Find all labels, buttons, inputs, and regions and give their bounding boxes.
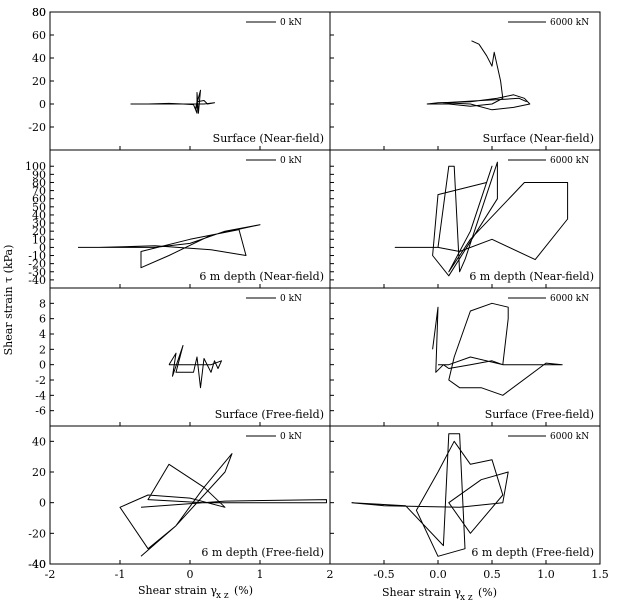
legend-label: 6000 kN	[550, 432, 589, 442]
panel-annotation: 6 m depth (Free-field)	[201, 546, 324, 559]
x-tick-label: -1	[115, 568, 126, 581]
panel-annotation: Surface (Free-field)	[485, 408, 594, 421]
panel-row4-right: -0.5 0.0 0.5 1.0 1.5 6000 kN 6 m depth (Free-f…	[329, 425, 609, 581]
legend-label: 0 kN	[280, 18, 302, 28]
y-tick-label: -40	[28, 558, 46, 571]
y-tick-label: 30	[32, 217, 46, 230]
y-tick-label: 100	[25, 160, 46, 173]
series-line	[351, 433, 509, 557]
panel-annotation: 6 m depth (Near-field)	[199, 270, 324, 283]
y-tick-label: 40	[32, 435, 46, 448]
x-tick-label: -2	[45, 568, 56, 581]
legend-label: 0 kN	[280, 432, 302, 442]
panel-frame	[329, 11, 601, 151]
y-tick-label: 70	[32, 185, 46, 198]
y-tick-label: -20	[28, 527, 46, 540]
panel-frame	[49, 425, 331, 565]
x-label-right-unit: (%)	[478, 586, 497, 599]
legend-label: 6000 kN	[550, 294, 589, 304]
panel-row3-right: 6000 kN Surface (Free-field)	[329, 287, 601, 427]
x-tick-label: -0.5	[373, 568, 394, 581]
series-line	[432, 302, 563, 396]
series-line	[119, 453, 327, 557]
y-tick-label: 60	[32, 193, 46, 206]
series-line	[130, 89, 215, 114]
y-tick-label: 20	[32, 75, 46, 88]
x-label-right-main: Shear strain γ	[382, 586, 461, 599]
x-label-left-main: Shear strain γ	[138, 584, 217, 597]
series-line	[78, 224, 261, 269]
panel-frame	[329, 149, 601, 289]
panel-frame	[49, 287, 331, 427]
y-tick-label: 0	[39, 359, 46, 372]
y-tick-label: 10	[32, 233, 46, 246]
y-tick-label: 8	[39, 297, 46, 310]
y-tick-label: 20	[32, 466, 46, 479]
y-axis-label: Shear strain τ (kPa)	[2, 245, 15, 356]
y-tick-label: 80	[32, 176, 46, 189]
x-tick-label: 1.5	[591, 568, 609, 581]
x-axis-label-right: Shear strain γ x z (%)	[382, 586, 497, 600]
panel-frame	[329, 287, 601, 427]
panel-annotation: 6 m depth (Free-field)	[471, 546, 594, 559]
x-axis-label-left: Shear strain γ x z (%)	[138, 584, 253, 600]
series-line	[168, 345, 222, 389]
legend-label: 6000 kN	[550, 156, 589, 166]
panel-row1-right: 6000 kN Surface (Near-field)	[329, 11, 601, 151]
y-tick-label: -20	[28, 121, 46, 134]
y-tick-label: 50	[32, 201, 46, 214]
y-tick-label: 80	[32, 6, 46, 19]
legend-label: 6000 kN	[550, 18, 589, 28]
y-tick-label: 90	[32, 168, 46, 181]
x-tick-label: 0.0	[429, 568, 447, 581]
y-tick-label: -10	[28, 250, 46, 263]
panel-annotation: Surface (Free-field)	[215, 408, 324, 421]
panel-row3-left: -6 -4 -2 0 2 4 6 8 0 kN Surface (Free-field)	[35, 287, 331, 427]
y-tick-label: 40	[32, 52, 46, 65]
x-tick-label: 0	[187, 568, 194, 581]
x-tick-label: 0.5	[483, 568, 501, 581]
x-tick-label: 2	[327, 568, 334, 581]
series-line	[426, 40, 531, 111]
y-tick-label: 20	[32, 225, 46, 238]
panel-annotation: 6 m depth (Near-field)	[469, 270, 594, 283]
y-tick-label: -40	[28, 274, 46, 287]
y-tick-label: 0	[39, 497, 46, 510]
panel-annotation: Surface (Near-field)	[483, 132, 594, 145]
panel-frame	[49, 149, 331, 289]
y-tick-label: -2	[35, 374, 46, 387]
series-line	[394, 161, 569, 277]
y-tick-label: -4	[35, 389, 46, 402]
y-tick-label: -20	[28, 258, 46, 271]
x-label-left-unit: (%)	[234, 584, 253, 597]
y-tick-label: 80	[32, 6, 46, 19]
y-tick-label: 0	[39, 98, 46, 111]
y-tick-label: 6	[39, 313, 46, 326]
y-tick-label: 4	[39, 328, 46, 341]
x-tick-label: 1	[257, 568, 264, 581]
y-tick-label: 40	[32, 209, 46, 222]
panel-frame	[329, 425, 601, 565]
y-tick-label: 60	[32, 29, 46, 42]
legend-label: 0 kN	[280, 294, 302, 304]
x-label-left-sub: x z	[216, 591, 229, 600]
y-tick-label: 0	[39, 241, 46, 254]
panel-row2-right: 6000 kN 6 m depth (Near-field)	[329, 149, 601, 289]
panel-annotation: Surface (Near-field)	[213, 132, 324, 145]
y-tick-label: -40	[28, 558, 46, 571]
y-tick-label: 2	[39, 343, 46, 356]
panel-frame	[49, 11, 331, 151]
legend-label: 0 kN	[280, 156, 302, 166]
y-tick-label: -6	[35, 405, 46, 418]
x-tick-label: 1.0	[537, 568, 555, 581]
x-label-right-sub: x z	[460, 593, 473, 600]
y-tick-label: -30	[28, 266, 46, 279]
